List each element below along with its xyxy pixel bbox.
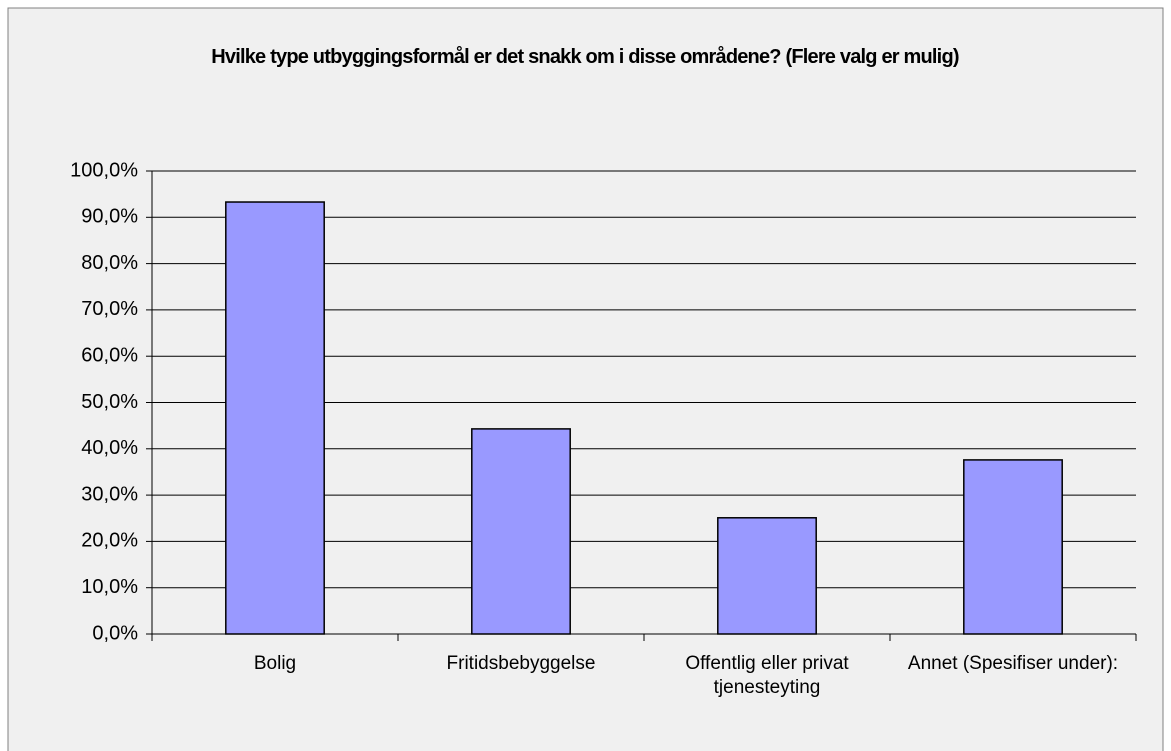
y-tick-label: 70,0% xyxy=(81,298,138,320)
y-tick-label: 10,0% xyxy=(81,576,138,598)
y-tick-label: 0,0% xyxy=(92,622,138,644)
y-tick-label: 60,0% xyxy=(81,344,138,366)
y-tick-label: 90,0% xyxy=(81,206,138,228)
chart-title: Hvilke type utbyggingsformål er det snak… xyxy=(211,46,959,68)
y-tick-label: 80,0% xyxy=(81,252,138,274)
y-tick-label: 20,0% xyxy=(81,530,138,552)
y-tick-label: 40,0% xyxy=(81,437,138,459)
bar xyxy=(717,517,817,635)
chart-background xyxy=(7,7,1164,751)
x-tick-label: Bolig xyxy=(253,653,297,674)
y-tick-label: 50,0% xyxy=(81,391,138,413)
y-tick-label: 30,0% xyxy=(81,483,138,505)
y-tick-label: 100,0% xyxy=(70,159,138,181)
x-tick-label: Annet (Spesifiser under): xyxy=(907,653,1119,674)
bar xyxy=(225,201,325,635)
x-tick-label: Offentlig eller privat tjenesteyting xyxy=(685,653,849,698)
bar xyxy=(963,459,1063,635)
x-tick-label: Fritidsbebyggelse xyxy=(446,653,596,674)
bar xyxy=(471,428,571,635)
